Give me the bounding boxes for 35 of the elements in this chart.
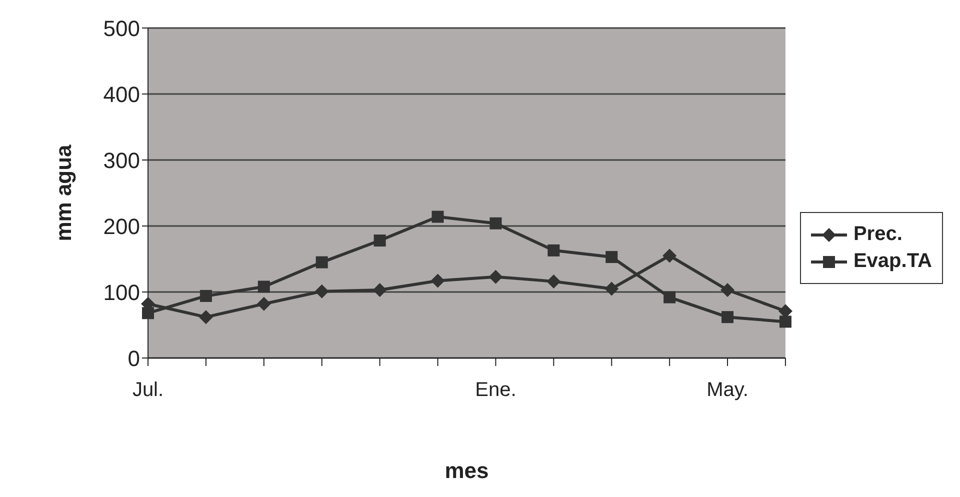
y-tick-label: 200 — [103, 214, 140, 239]
point — [606, 251, 618, 264]
point — [722, 311, 734, 324]
point — [142, 307, 154, 320]
point — [546, 274, 561, 288]
y-tick-label: 300 — [103, 148, 140, 173]
x-tick-label: May. — [706, 379, 748, 402]
point — [430, 274, 445, 288]
point — [779, 316, 792, 328]
point — [316, 256, 328, 268]
point — [258, 280, 270, 293]
point — [664, 291, 676, 304]
point — [200, 290, 212, 302]
point — [372, 283, 387, 298]
point — [604, 282, 619, 296]
y-tick-label: 400 — [103, 82, 140, 107]
point — [432, 210, 444, 223]
point — [198, 310, 213, 324]
x-tick-label: Jul. — [132, 379, 164, 402]
x-axis-title: mes — [444, 458, 489, 483]
y-tick-label: 0 — [128, 346, 140, 371]
point — [256, 296, 271, 311]
point — [488, 270, 503, 284]
y-tick-label: 500 — [103, 16, 140, 41]
point — [548, 244, 560, 256]
point — [662, 248, 677, 263]
point — [314, 284, 329, 298]
x-tick-label: Ene. — [475, 379, 516, 402]
legend-label: Evap.TA — [853, 250, 932, 273]
y-tick-label: 100 — [103, 280, 140, 305]
point — [490, 217, 502, 230]
point — [374, 234, 386, 247]
y-axis-title: mm agua — [50, 144, 76, 242]
legend-label: Prec. — [853, 223, 902, 246]
point — [720, 283, 735, 298]
